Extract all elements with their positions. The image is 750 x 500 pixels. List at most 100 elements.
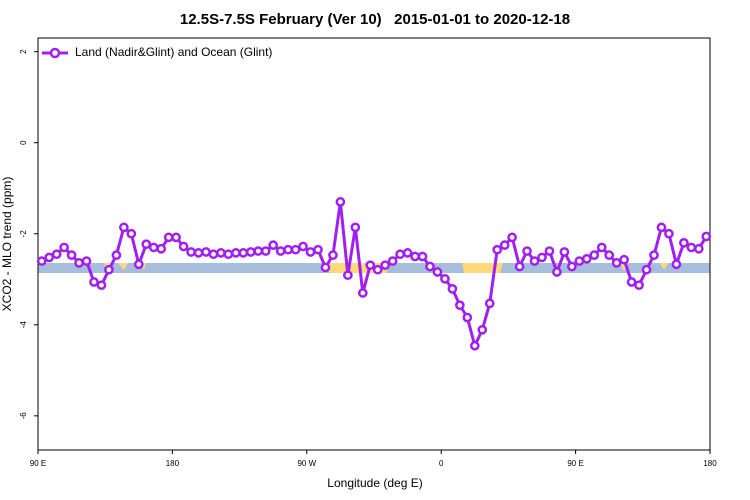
data-point — [343, 270, 353, 281]
data-point — [51, 249, 62, 260]
data-point — [380, 260, 391, 271]
data-point — [283, 244, 293, 255]
data-point — [335, 197, 346, 207]
data-point — [477, 324, 488, 335]
data-point — [544, 246, 555, 256]
land-patch — [660, 263, 668, 270]
data-point — [641, 264, 652, 275]
data-point — [537, 252, 547, 263]
legend-label: Land (Nadir&Glint) and Ocean (Glint) — [75, 45, 272, 59]
data-point — [298, 241, 308, 252]
x-tick-label: 180 — [166, 459, 180, 468]
data-point — [440, 273, 450, 284]
data-point — [305, 247, 316, 257]
data-point — [611, 258, 622, 268]
data-point — [649, 250, 659, 261]
data-point — [275, 246, 286, 256]
data-point — [417, 251, 428, 262]
data-point — [581, 253, 592, 264]
chart-title: 12.5S-7.5S February (Ver 10) 2015-01-01 … — [180, 11, 570, 28]
data-point — [350, 222, 361, 233]
data-point — [447, 283, 458, 294]
data-point — [552, 267, 562, 277]
data-point — [89, 277, 99, 287]
data-point — [395, 249, 405, 260]
data-point — [425, 261, 435, 272]
data-point — [372, 264, 383, 275]
data-point — [111, 250, 122, 261]
data-point — [66, 250, 77, 261]
data-point — [44, 252, 55, 263]
data-point — [365, 260, 376, 271]
data-point — [589, 250, 600, 261]
x-tick-label: 90 E — [567, 459, 583, 468]
data-point — [96, 280, 107, 291]
x-tick-label: 90 W — [297, 459, 316, 468]
x-tick-label: 90 E — [30, 459, 46, 468]
data-point — [596, 242, 607, 253]
data-point — [156, 243, 167, 254]
data-point — [126, 228, 137, 239]
data-point — [171, 232, 181, 243]
data-point — [238, 248, 249, 258]
data-point — [223, 249, 234, 260]
data-point — [469, 340, 480, 351]
data-point — [320, 262, 331, 273]
data-point — [74, 258, 84, 268]
data-point — [81, 256, 92, 266]
y-tick-label: 0 — [19, 140, 28, 145]
x-axis-label: Longitude (deg E) — [327, 476, 422, 490]
data-point — [432, 267, 443, 277]
data-point — [178, 241, 189, 252]
data-point — [260, 246, 271, 256]
data-point — [686, 242, 697, 253]
data-point — [59, 242, 69, 253]
data-point — [634, 280, 644, 291]
data-point — [402, 248, 413, 258]
data-point — [559, 247, 570, 257]
data-point — [133, 259, 144, 270]
land-patch — [118, 263, 128, 270]
data-point — [208, 249, 219, 260]
legend-marker — [49, 47, 61, 59]
x-tick-label: 0 — [439, 459, 444, 468]
data-point — [245, 247, 256, 257]
data-point — [201, 247, 211, 257]
data-point — [604, 250, 615, 261]
data-point — [693, 243, 704, 254]
data-point — [141, 239, 152, 250]
data-point — [492, 244, 503, 255]
y-tick-label: -4 — [19, 321, 28, 329]
data-point — [656, 222, 667, 233]
data-point — [290, 244, 301, 255]
data-point — [671, 259, 682, 270]
data-point — [619, 254, 629, 265]
data-point — [186, 247, 196, 257]
data-point — [567, 261, 577, 272]
data-point — [357, 288, 368, 298]
data-point — [193, 248, 204, 258]
data-point — [455, 300, 465, 311]
data-point — [679, 238, 689, 248]
data-point — [104, 264, 114, 275]
y-tick-label: -6 — [19, 412, 28, 420]
data-point — [574, 256, 585, 266]
y-tick-label: -2 — [19, 230, 28, 238]
data-point — [484, 298, 495, 309]
data-point — [514, 261, 525, 272]
y-tick-label: 2 — [19, 49, 28, 54]
data-point — [507, 232, 517, 243]
data-point — [268, 240, 279, 250]
data-point — [529, 256, 540, 266]
data-point — [522, 246, 532, 256]
data-point — [664, 228, 674, 239]
data-point — [499, 240, 510, 250]
plot-frame — [37, 37, 711, 451]
data-point — [462, 312, 473, 323]
data-point — [231, 248, 241, 258]
legend: Land (Nadir&Glint) and Ocean (Glint) — [42, 45, 272, 59]
x-tick-label: 180 — [703, 459, 717, 468]
land-patch — [462, 263, 503, 273]
data-point — [148, 242, 159, 253]
